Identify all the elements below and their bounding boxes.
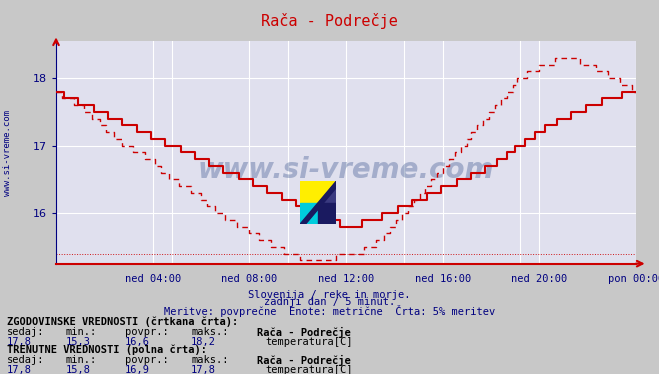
Text: ZGODOVINSKE VREDNOSTI (črtkana črta):: ZGODOVINSKE VREDNOSTI (črtkana črta): <box>7 316 238 327</box>
Bar <box>300 181 318 203</box>
Text: 17,8: 17,8 <box>7 365 32 374</box>
Polygon shape <box>300 181 336 224</box>
Text: sedaj:: sedaj: <box>7 327 44 337</box>
Text: ned 16:00: ned 16:00 <box>415 274 471 284</box>
Text: povpr.:: povpr.: <box>125 327 169 337</box>
Text: 16,9: 16,9 <box>125 365 150 374</box>
Text: povpr.:: povpr.: <box>125 355 169 365</box>
Text: TRENUTNE VREDNOSTI (polna črta):: TRENUTNE VREDNOSTI (polna črta): <box>7 345 206 355</box>
Polygon shape <box>318 181 336 203</box>
Text: zadnji dan / 5 minut.: zadnji dan / 5 minut. <box>264 297 395 307</box>
Bar <box>300 203 318 224</box>
Text: min.:: min.: <box>66 327 97 337</box>
Text: temperatura[C]: temperatura[C] <box>266 365 353 374</box>
Text: sedaj:: sedaj: <box>7 355 44 365</box>
Text: ned 08:00: ned 08:00 <box>221 274 277 284</box>
Text: www.si-vreme.com: www.si-vreme.com <box>198 156 494 184</box>
Text: Rača - Podrečje: Rača - Podrečje <box>257 355 351 366</box>
Text: 16,6: 16,6 <box>125 337 150 347</box>
Polygon shape <box>318 181 336 203</box>
Text: ned 20:00: ned 20:00 <box>511 274 567 284</box>
Text: 18,2: 18,2 <box>191 337 216 347</box>
Text: 15,8: 15,8 <box>66 365 91 374</box>
Text: temperatura[C]: temperatura[C] <box>266 337 353 347</box>
Text: Meritve: povprečne  Enote: metrične  Črta: 5% meritev: Meritve: povprečne Enote: metrične Črta:… <box>164 305 495 317</box>
Text: maks.:: maks.: <box>191 355 229 365</box>
Text: maks.:: maks.: <box>191 327 229 337</box>
Text: min.:: min.: <box>66 355 97 365</box>
Text: 17,8: 17,8 <box>7 337 32 347</box>
Text: Slovenija / reke in morje.: Slovenija / reke in morje. <box>248 290 411 300</box>
Text: ned 04:00: ned 04:00 <box>125 274 181 284</box>
Text: Rača - Podrečje: Rača - Podrečje <box>261 13 398 29</box>
Text: ned 12:00: ned 12:00 <box>318 274 374 284</box>
Bar <box>318 203 336 224</box>
Text: 17,8: 17,8 <box>191 365 216 374</box>
Text: www.si-vreme.com: www.si-vreme.com <box>3 110 13 196</box>
Text: Rača - Podrečje: Rača - Podrečje <box>257 327 351 338</box>
Text: 15,3: 15,3 <box>66 337 91 347</box>
Text: pon 00:00: pon 00:00 <box>608 274 659 284</box>
